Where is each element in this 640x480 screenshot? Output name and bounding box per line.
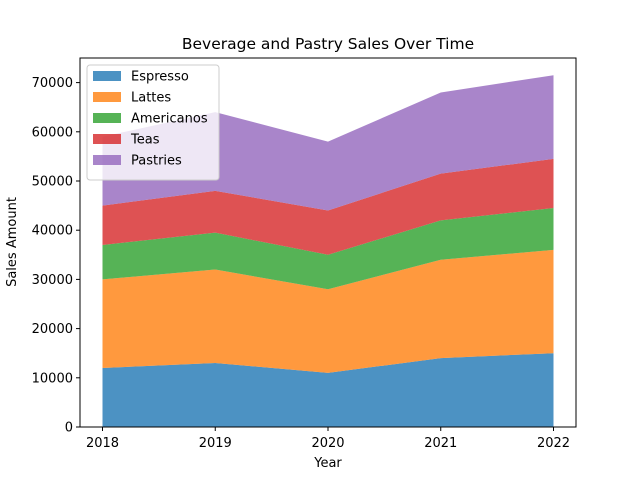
chart-title: Beverage and Pastry Sales Over Time	[182, 35, 474, 53]
y-axis: 0 10000 20000 30000 40000 50000 60000 70000	[32, 76, 80, 436]
x-tick-label: 2018	[86, 436, 119, 451]
legend-swatch-espresso	[93, 71, 121, 81]
legend-label-espresso: Espresso	[131, 70, 189, 85]
area-americanos	[102, 208, 554, 290]
y-tick-label: 0	[65, 421, 73, 436]
x-tick-label: 2020	[311, 436, 344, 451]
area-espresso	[102, 353, 554, 427]
x-tick-label: 2019	[199, 436, 232, 451]
y-tick-label: 50000	[32, 175, 73, 190]
legend-swatch-americanos	[93, 113, 121, 123]
y-tick-label: 40000	[32, 224, 73, 239]
area-lattes	[102, 249, 554, 373]
legend-label-americanos: Americanos	[131, 112, 208, 127]
legend-swatch-teas	[93, 134, 121, 144]
legend-label-lattes: Lattes	[131, 91, 171, 106]
legend-label-teas: Teas	[130, 133, 160, 148]
x-axis: 2018 2019 2020 2021 2022	[86, 427, 570, 451]
legend-label-pastries: Pastries	[131, 154, 182, 169]
x-axis-label: Year	[313, 456, 342, 471]
y-tick-label: 70000	[32, 76, 73, 91]
legend-swatch-lattes	[93, 92, 121, 102]
legend: Espresso Lattes Americanos Teas Pastries	[86, 64, 220, 181]
y-tick-label: 30000	[32, 273, 73, 288]
y-tick-label: 20000	[32, 322, 73, 337]
y-tick-label: 60000	[32, 125, 73, 140]
x-tick-label: 2022	[537, 436, 570, 451]
legend-swatch-pastries	[93, 155, 121, 165]
area-teas	[102, 158, 554, 255]
y-tick-label: 10000	[32, 371, 73, 386]
x-tick-label: 2021	[424, 436, 457, 451]
y-axis-label: Sales Amount	[5, 197, 20, 287]
